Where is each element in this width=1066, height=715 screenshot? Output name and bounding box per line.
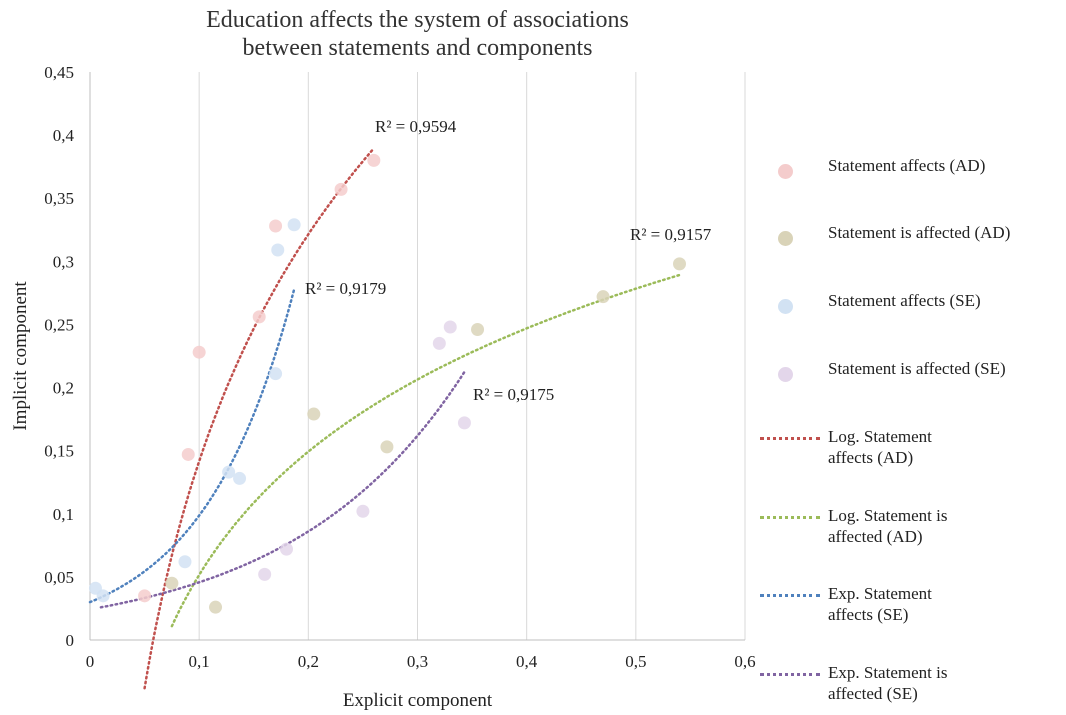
legend-marker-dot <box>778 164 793 179</box>
data-point-series-1 <box>138 589 152 603</box>
legend-label: Statement affects (SE) <box>828 291 981 310</box>
y-tick-label: 0,15 <box>44 442 74 461</box>
data-point-series-1 <box>334 182 348 196</box>
trendline-1 <box>143 147 376 690</box>
data-point-series-2 <box>165 576 179 590</box>
legend-marker-dot <box>778 367 793 382</box>
data-point-series-3 <box>96 589 110 603</box>
y-tick-label: 0,1 <box>53 505 74 524</box>
y-tick-label: 0 <box>66 631 75 650</box>
legend-marker-line <box>760 594 820 597</box>
legend-label: Exp. Statement is affected (SE) <box>828 663 948 703</box>
data-point-series-4 <box>443 320 457 334</box>
trendlines: R² = 0,9594 R² = 0,9157 R² = 0,9179 R² = 0,… <box>88 117 712 690</box>
x-tick-label: 0,6 <box>734 652 755 671</box>
data-point-series-2 <box>471 322 485 336</box>
x-tick-label: 0,3 <box>407 652 428 671</box>
y-tick-label: 0,05 <box>44 568 74 587</box>
data-point-series-4 <box>457 416 471 430</box>
legend-label: Statement is affected (SE) <box>828 359 1006 378</box>
legend-marker-line <box>760 437 820 440</box>
y-tick-label: 0,2 <box>53 379 74 398</box>
legend-marker-line <box>760 673 820 676</box>
trendline-4 <box>99 370 466 609</box>
y-tick-label: 0,4 <box>53 126 75 145</box>
y-tick-label: 0,35 <box>44 189 74 208</box>
data-point-series-4 <box>280 542 293 556</box>
data-points <box>88 153 686 614</box>
data-point-series-1 <box>181 447 195 461</box>
data-point-series-1 <box>252 310 266 324</box>
data-point-series-2 <box>596 290 610 304</box>
trendline-3 <box>88 288 296 604</box>
data-point-series-1 <box>367 153 381 167</box>
r2-label-4: R² = 0,9175 <box>473 385 554 404</box>
data-point-series-4 <box>432 336 446 350</box>
y-tick-label: 0,25 <box>44 315 74 334</box>
chart-title-line-1: Education affects the system of associat… <box>206 7 629 33</box>
x-tick-label: 0 <box>86 652 95 671</box>
data-point-series-2 <box>209 600 223 614</box>
tick-labels: 0 0,1 0,2 0,3 0,4 0,5 0,6 0 0,05 0,1 0,15 0,2 0,25 0,… <box>44 63 755 671</box>
y-axis-title: Implicit component <box>10 281 31 431</box>
x-axis-title: Explicit component <box>343 690 493 711</box>
data-point-series-3 <box>178 555 192 569</box>
x-tick-label: 0,4 <box>516 652 538 671</box>
y-tick-label: 0,3 <box>53 252 74 271</box>
data-point-series-3 <box>233 471 247 485</box>
data-point-series-2 <box>673 257 686 271</box>
data-point-series-2 <box>380 440 394 454</box>
data-point-series-1 <box>192 345 206 359</box>
legend-label: Statement affects (AD) <box>828 156 986 175</box>
data-point-series-3 <box>269 367 283 381</box>
data-point-series-1 <box>269 219 283 233</box>
x-tick-label: 0,2 <box>298 652 319 671</box>
r2-label-2: R² = 0,9157 <box>630 225 712 244</box>
data-point-series-4 <box>356 504 370 518</box>
legend-marker-line <box>760 516 820 519</box>
x-tick-label: 0,1 <box>189 652 210 671</box>
legend-marker-dot <box>778 299 793 314</box>
data-point-series-3 <box>222 465 236 479</box>
data-point-series-4 <box>258 567 272 581</box>
data-point-series-3 <box>271 243 285 257</box>
x-tick-label: 0,5 <box>625 652 646 671</box>
axes <box>89 72 745 641</box>
legend-marker-dot <box>778 231 793 246</box>
chart-title-line-2: between statements and components <box>242 35 593 61</box>
legend-label: Exp. Statement affects (SE) <box>828 584 932 624</box>
legend-label: Log. Statement affects (AD) <box>828 427 932 467</box>
r2-label-1: R² = 0,9594 <box>375 117 457 136</box>
trendline-2 <box>170 273 681 628</box>
data-point-series-2 <box>307 407 321 421</box>
legend-label: Statement is affected (AD) <box>828 223 1011 242</box>
grid-lines <box>198 72 746 640</box>
legend-label: Log. Statement is affected (AD) <box>828 506 948 546</box>
y-tick-label: 0,45 <box>44 63 74 82</box>
r2-label-3: R² = 0,9179 <box>305 279 386 298</box>
data-point-series-3 <box>287 218 301 232</box>
